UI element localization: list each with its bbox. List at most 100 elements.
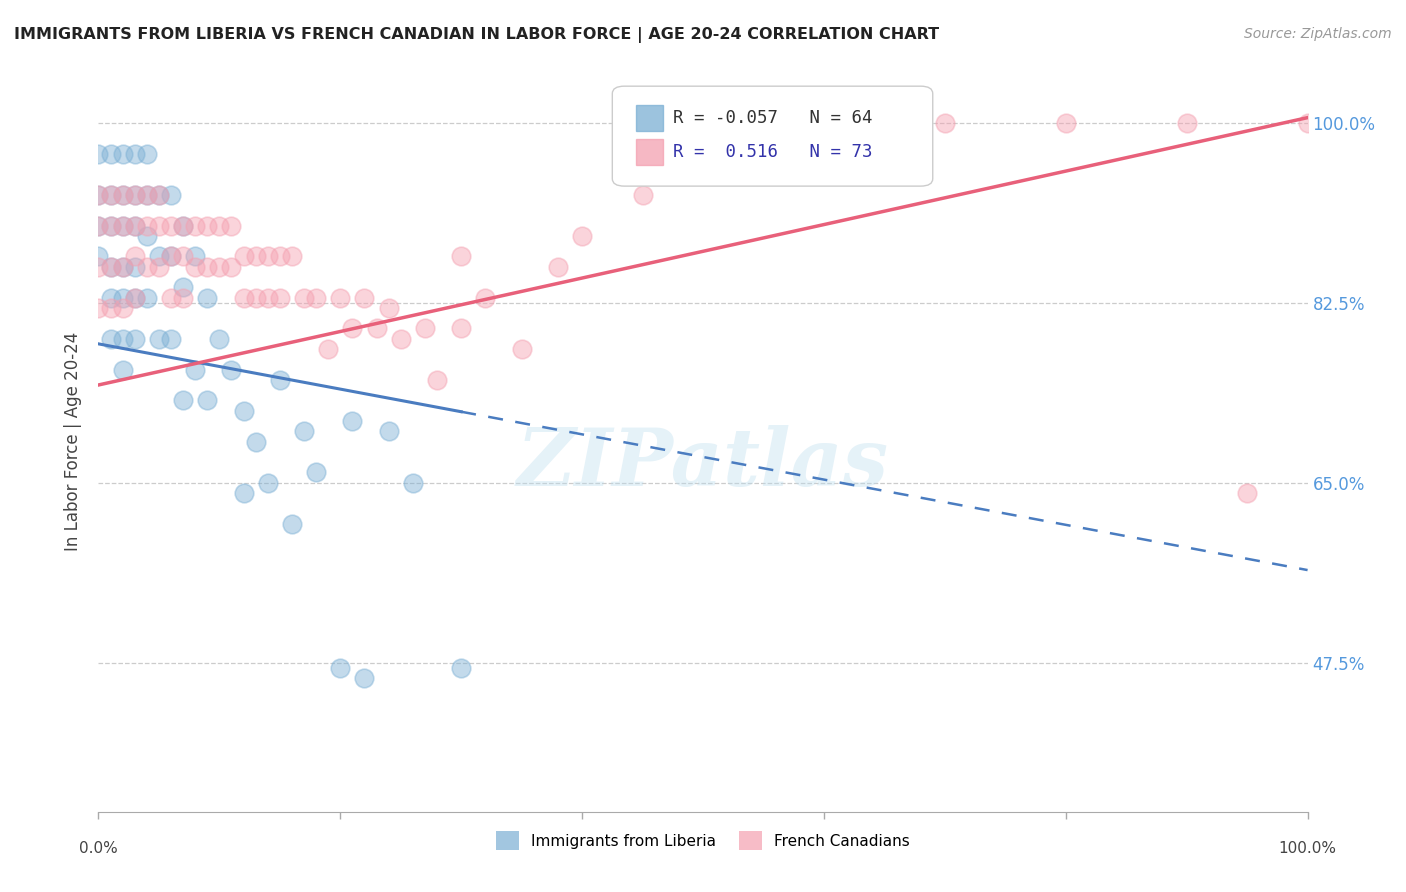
Point [450,250,472,264]
Point [377,301,399,315]
Point [184,250,207,264]
Text: 0.0%: 0.0% [79,841,118,856]
Point [195,219,218,233]
Point [426,373,449,387]
Point [813,116,835,130]
Point [342,321,364,335]
Point [245,434,267,449]
Point [281,250,304,264]
Point [87,146,110,161]
Text: IMMIGRANTS FROM LIBERIA VS FRENCH CANADIAN IN LABOR FORCE | AGE 20-24 CORRELATIO: IMMIGRANTS FROM LIBERIA VS FRENCH CANADI… [14,27,939,43]
Text: 100.0%: 100.0% [1278,841,1337,856]
Point [184,260,207,274]
Point [208,219,231,233]
Point [100,219,122,233]
Point [100,187,122,202]
FancyBboxPatch shape [637,104,664,130]
Point [111,362,134,376]
Point [100,332,122,346]
Point [1296,116,1319,130]
Point [100,301,122,315]
Point [135,146,157,161]
Point [172,280,194,294]
Point [111,260,134,274]
Point [305,291,328,305]
Point [124,146,146,161]
Text: Source: ZipAtlas.com: Source: ZipAtlas.com [1244,27,1392,41]
Point [160,250,183,264]
Point [873,146,896,161]
Point [124,291,146,305]
Point [571,228,593,243]
Legend: Immigrants from Liberia, French Canadians: Immigrants from Liberia, French Canadian… [489,825,917,856]
Point [221,219,243,233]
Point [87,187,110,202]
Point [160,219,183,233]
Point [124,219,146,233]
Point [232,403,254,417]
Point [124,187,146,202]
Point [87,187,110,202]
Point [135,228,157,243]
Point [208,332,231,346]
Point [377,424,399,438]
Point [111,219,134,233]
Point [1236,486,1258,500]
Point [87,219,110,233]
Point [148,250,170,264]
Point [148,187,170,202]
Point [148,260,170,274]
Point [413,321,436,335]
Text: ZIPatlas: ZIPatlas [517,425,889,502]
Point [195,393,218,408]
Point [124,219,146,233]
Point [111,260,134,274]
Point [111,146,134,161]
Point [329,661,352,675]
Point [547,260,569,274]
FancyBboxPatch shape [637,139,664,165]
Point [232,291,254,305]
Point [172,219,194,233]
Point [256,250,278,264]
Point [245,250,267,264]
Point [256,291,278,305]
Point [148,332,170,346]
Point [111,301,134,315]
Point [221,260,243,274]
Point [269,291,291,305]
Y-axis label: In Labor Force | Age 20-24: In Labor Force | Age 20-24 [65,332,83,551]
Point [256,475,278,490]
Point [160,291,183,305]
Point [292,291,315,305]
Point [221,362,243,376]
Point [111,187,134,202]
Point [172,219,194,233]
Point [195,260,218,274]
Point [1054,116,1077,130]
Point [353,671,375,685]
Point [111,332,134,346]
Point [100,260,122,274]
Point [366,321,388,335]
Point [172,250,194,264]
Point [148,219,170,233]
Point [124,332,146,346]
Point [184,362,207,376]
Point [402,475,425,490]
Point [160,250,183,264]
Point [474,291,496,305]
Point [111,187,134,202]
Text: R = -0.057   N = 64: R = -0.057 N = 64 [672,109,872,127]
Point [934,116,956,130]
Point [100,219,122,233]
Point [1175,116,1198,130]
Point [87,301,110,315]
Point [124,250,146,264]
Point [124,291,146,305]
Point [160,332,183,346]
Point [631,187,654,202]
Point [353,291,375,305]
Point [510,342,533,356]
Point [281,516,304,531]
